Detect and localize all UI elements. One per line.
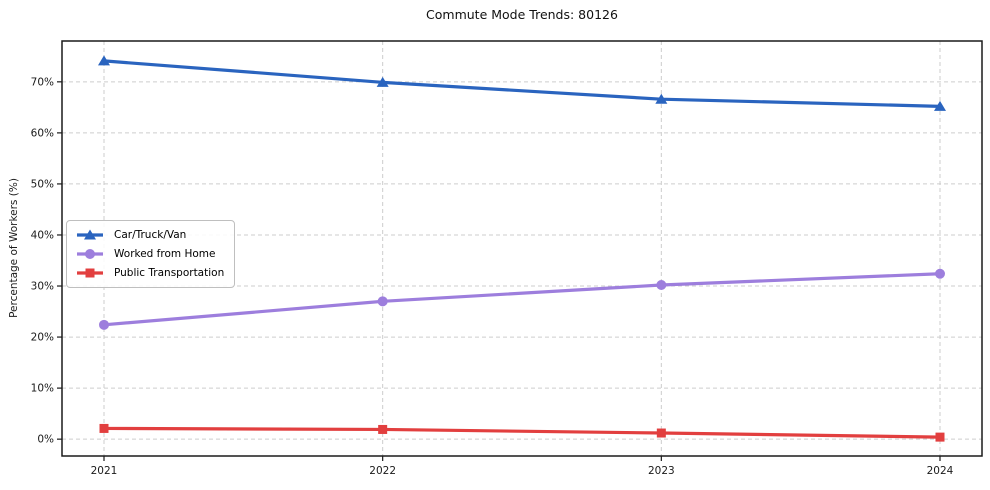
series-worked-from-home-marker-circle-icon (656, 279, 667, 290)
series-worked-from-home-line (102, 272, 942, 327)
legend-sample-circle-icon (77, 249, 103, 259)
series-worked-from-home-marker-circle-icon (935, 268, 945, 279)
series-car-truck-van-marker-triangle-icon (376, 76, 389, 87)
y-tick-label: 10% (31, 383, 54, 395)
y-tick-label: 30% (31, 281, 54, 293)
plot-border (61, 40, 983, 457)
series-worked-from-home-marker-circle-icon (99, 319, 109, 330)
y-tick-label: 20% (31, 332, 54, 344)
series-public-transportation-marker-square-icon (935, 432, 945, 442)
series-public-transportation-line (102, 426, 942, 439)
series-public-transportation-marker-square-icon (656, 428, 666, 438)
series-car-truck-van-marker-triangle-icon (98, 55, 110, 66)
legend-item-car-truck-van: Car/Truck/Van (75, 227, 224, 243)
series-public-transportation-marker-square-icon (99, 423, 109, 433)
y-tick-label: 50% (31, 178, 54, 190)
x-tick-label: 2024 (927, 465, 954, 477)
series-worked-from-home-marker-circle-icon (377, 296, 388, 307)
x-tick-label: 2021 (91, 465, 118, 477)
legend: Car/Truck/Van Worked from Home Public Tran… (66, 220, 236, 288)
series-car-truck-van-marker-triangle-icon (655, 93, 668, 104)
chart-title: Commute Mode Trends: 80126 (426, 7, 618, 22)
legend-item-worked-from-home: Worked from Home (75, 246, 224, 262)
y-tick-label: 60% (31, 127, 54, 139)
legend-sample-square-icon (77, 268, 103, 278)
y-tick-label: 70% (31, 76, 54, 88)
legend-label: Public Transportation (114, 267, 225, 279)
series-car-truck-van-line (102, 59, 942, 108)
legend-item-public-transportation: Public Transportation (75, 265, 224, 281)
series-public-transportation-marker-square-icon (378, 424, 388, 434)
legend-label: Worked from Home (114, 248, 216, 260)
series-car-truck-van-marker-triangle-icon (934, 100, 946, 111)
x-tick-label: 2023 (648, 465, 675, 477)
y-tick-label: 0% (37, 434, 54, 446)
legend-sample-triangle-icon (77, 229, 103, 240)
legend-label: Car/Truck/Van (114, 229, 187, 241)
y-tick-label: 40% (31, 229, 54, 241)
x-tick-label: 2022 (369, 465, 396, 477)
